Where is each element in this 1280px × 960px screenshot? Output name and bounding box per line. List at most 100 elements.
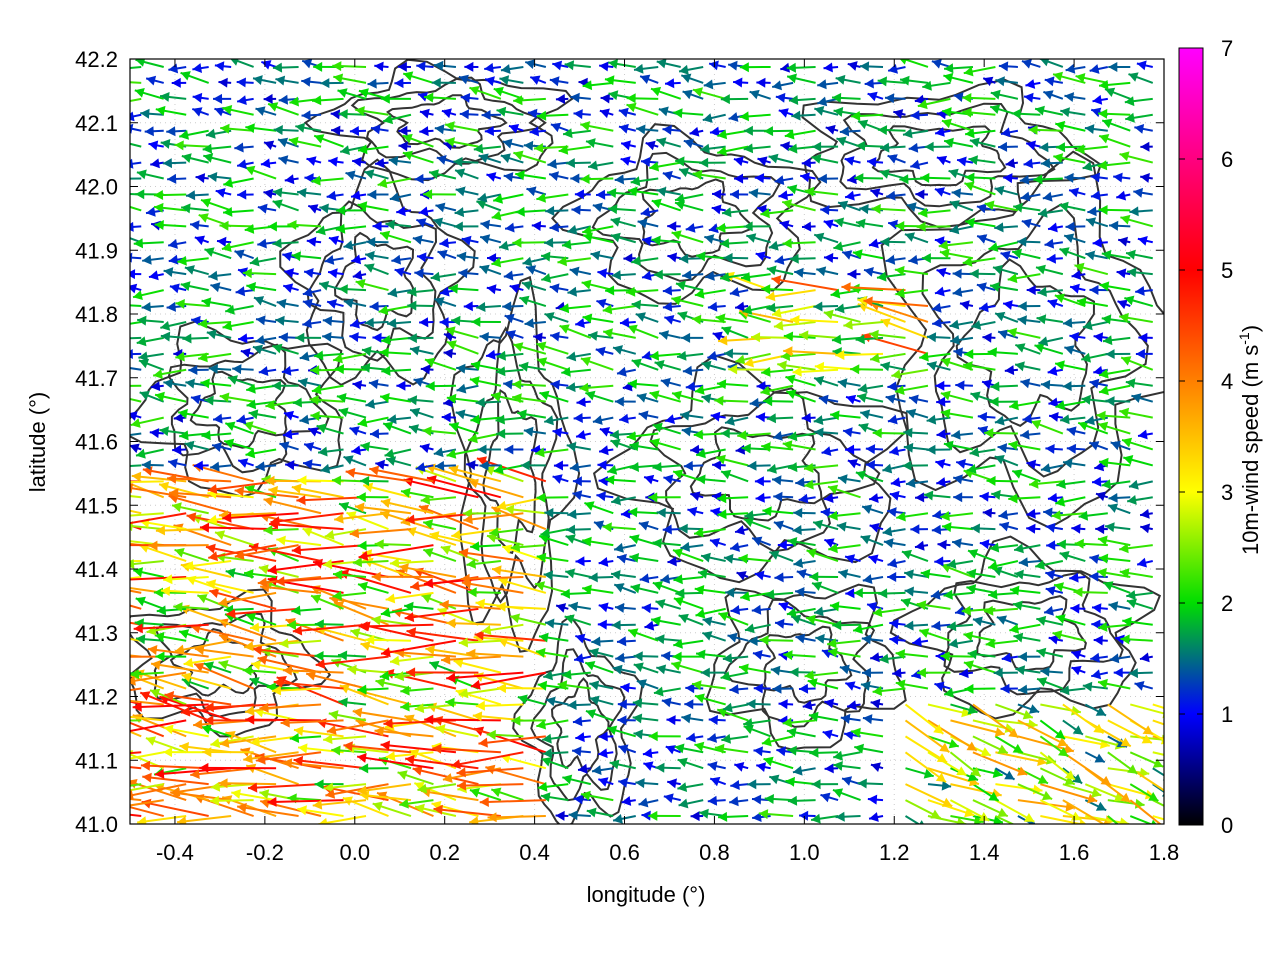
wind-arrow	[855, 218, 884, 229]
wind-arrow	[134, 88, 165, 100]
wind-arrow	[1085, 250, 1109, 261]
wind-arrow	[481, 110, 501, 120]
wind-arrow	[979, 491, 996, 502]
wind-arrow	[824, 698, 839, 709]
wind-arrow	[130, 464, 142, 467]
wind-arrow	[946, 621, 974, 632]
wind-arrow	[1038, 336, 1064, 347]
wind-arrow	[400, 701, 434, 712]
wind-arrow	[426, 475, 502, 499]
wind-arrow	[718, 335, 771, 346]
wind-arrow	[448, 283, 479, 294]
wind-arrow	[496, 428, 524, 439]
y-tick-label: 42.1	[75, 111, 118, 136]
wind-arrow	[699, 157, 726, 168]
wind-arrow	[540, 792, 569, 802]
wind-arrow	[787, 431, 816, 442]
wind-arrow	[406, 667, 479, 678]
wind-arrow	[656, 59, 681, 69]
contour-line	[551, 123, 822, 305]
wind-arrow	[820, 792, 839, 803]
wind-arrow	[633, 651, 659, 662]
wind-arrow	[761, 735, 794, 747]
wind-arrow	[638, 797, 659, 808]
wind-arrow	[1039, 735, 1069, 758]
wind-arrow	[701, 360, 726, 371]
wind-arrow	[172, 444, 187, 455]
wind-arrow	[343, 298, 367, 308]
wind-arrow	[681, 713, 704, 724]
wind-arrow	[967, 549, 996, 562]
wind-arrow	[518, 361, 547, 372]
wind-arrow	[454, 207, 479, 218]
wind-arrow	[232, 364, 254, 375]
wind-arrow	[833, 750, 861, 761]
wind-arrow	[297, 377, 322, 388]
wind-arrow	[130, 252, 142, 263]
contour-line	[350, 76, 547, 165]
wind-arrow	[544, 618, 569, 629]
wind-arrow	[729, 542, 749, 552]
wind-arrow	[1071, 523, 1086, 534]
wind-arrow	[1040, 815, 1087, 824]
wind-arrow	[385, 456, 412, 467]
wind-arrow	[935, 459, 951, 469]
wind-arrow	[291, 251, 322, 262]
wind-arrow	[936, 155, 951, 166]
wind-arrow	[811, 581, 839, 594]
wind-arrow	[663, 793, 681, 804]
wind-arrow	[918, 207, 951, 218]
wind-arrow	[1034, 105, 1064, 116]
wind-arrow	[829, 601, 861, 612]
wind-arrow	[863, 267, 884, 277]
wind-arrow	[949, 224, 974, 235]
wind-arrow	[282, 283, 299, 293]
wind-arrow	[357, 540, 389, 551]
wind-arrow	[142, 254, 164, 265]
wind-arrow	[194, 235, 210, 246]
wind-arrow	[350, 628, 389, 642]
wind-arrow	[566, 441, 591, 452]
wind-arrow	[869, 329, 906, 340]
wind-arrow	[1140, 141, 1153, 152]
wind-arrow	[412, 235, 434, 245]
wind-arrow	[145, 75, 164, 86]
wind-arrow	[616, 366, 636, 377]
wind-arrow	[776, 746, 794, 757]
wind-arrow	[191, 107, 210, 117]
wind-arrow	[585, 390, 614, 403]
wind-arrow	[821, 446, 839, 456]
wind-arrow	[369, 301, 389, 312]
wind-arrow	[365, 399, 389, 409]
wind-arrow	[1097, 678, 1131, 690]
wind-arrow	[234, 142, 254, 153]
wind-arrow	[458, 637, 501, 648]
wind-arrow	[680, 541, 704, 552]
y-tick-label: 41.0	[75, 812, 118, 837]
wind-arrow	[139, 390, 165, 403]
wind-arrow	[219, 735, 277, 748]
wind-arrow	[636, 124, 659, 135]
wind-arrow	[414, 803, 457, 818]
wind-arrow	[1015, 343, 1041, 355]
wind-arrow	[993, 667, 1018, 678]
wind-arrow	[489, 527, 524, 538]
wind-arrow	[671, 295, 704, 308]
wind-arrow	[662, 301, 681, 312]
wind-arrow	[588, 331, 614, 341]
wind-arrow	[542, 733, 569, 744]
wind-arrow	[484, 62, 502, 73]
wind-arrow	[1077, 421, 1109, 435]
wind-arrow	[508, 124, 524, 134]
wind-arrow	[1047, 492, 1063, 503]
wind-arrow	[533, 332, 546, 343]
wind-arrow	[170, 783, 232, 797]
wind-arrow	[485, 349, 502, 360]
wind-arrow	[836, 521, 861, 532]
wind-arrow	[614, 602, 636, 613]
wind-arrow	[852, 249, 884, 260]
wind-arrow	[255, 106, 277, 116]
wind-arrow	[535, 447, 569, 458]
wind-arrow	[835, 74, 861, 85]
wind-arrow	[787, 745, 816, 756]
